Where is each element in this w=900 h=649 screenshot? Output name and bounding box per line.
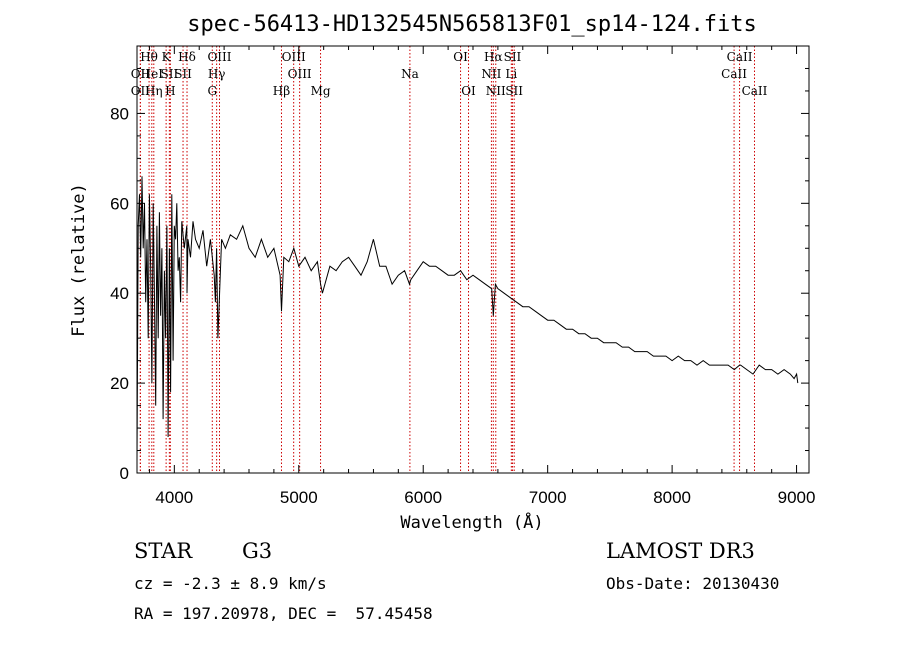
line-label-21: SII <box>504 50 522 64</box>
line-label-22: NII <box>481 67 501 81</box>
y-axis-ticks: 0 20 40 60 80 <box>110 67 809 483</box>
plot-frame <box>136 45 810 474</box>
line-label-1: Hθ <box>140 50 158 64</box>
line-label-3: HeI <box>141 67 164 81</box>
line-label-18: OI <box>453 50 468 64</box>
spectral-line-labels: OIIHθOIIHeIHηKSIIHHδSIIOIIIHγGOIIIOIIIHβ… <box>131 50 768 98</box>
line-label-16: Mg <box>311 84 331 98</box>
x-tick-label-1: 5000 <box>280 488 318 507</box>
line-label-23: Li <box>505 67 517 81</box>
line-label-13: OIII <box>282 50 306 64</box>
line-label-8: Hδ <box>178 50 196 64</box>
line-label-25: SII <box>505 84 523 98</box>
obs-date-text: Obs-Date: 20130430 <box>606 574 780 593</box>
y-axis-label: Flux (relative) <box>69 183 89 337</box>
y-tick-label-0: 0 <box>120 464 129 483</box>
object-subclass: G3 <box>242 539 273 563</box>
redshift-text: cz = -2.3 ± 8.9 km/s <box>134 574 327 593</box>
line-label-24: NII <box>486 84 506 98</box>
line-label-28: CaII <box>742 84 768 98</box>
x-axis-label: Wavelength (Å) <box>400 511 543 533</box>
line-label-11: Hγ <box>208 67 226 81</box>
x-tick-label-4: 8000 <box>653 488 691 507</box>
coordinates-text: RA = 197.20978, DEC = 57.45458 <box>134 604 433 623</box>
y-tick-label-1: 20 <box>110 374 129 393</box>
line-label-26: CaII <box>727 50 753 64</box>
x-axis-ticks: 4000 5000 6000 7000 8000 9000 <box>148 46 816 507</box>
line-label-6: SII <box>161 67 179 81</box>
x-tick-label-0: 4000 <box>155 488 193 507</box>
line-label-20: Hα <box>484 50 503 64</box>
line-label-14: OIII <box>288 67 312 81</box>
line-label-5: K <box>162 50 172 64</box>
line-label-19: OI <box>461 84 476 98</box>
spectrum-line <box>136 176 799 460</box>
object-class: STAR <box>134 539 193 563</box>
chart-title: spec-56413-HD132545N565813F01_sp14-124.f… <box>187 12 757 37</box>
line-label-12: G <box>207 84 217 98</box>
y-tick-label-2: 40 <box>110 284 129 303</box>
x-tick-label-5: 9000 <box>778 488 816 507</box>
line-label-7: H <box>165 84 175 98</box>
line-label-17: Na <box>401 67 419 81</box>
line-label-27: CaII <box>721 67 747 81</box>
y-tick-label-3: 60 <box>110 194 129 213</box>
line-label-10: OIII <box>207 50 231 64</box>
line-label-9: SII <box>174 67 192 81</box>
x-tick-label-2: 6000 <box>404 488 442 507</box>
survey-name: LAMOST DR3 <box>606 539 755 563</box>
y-tick-label-4: 80 <box>110 104 129 123</box>
spectral-line-markers <box>139 46 755 473</box>
line-label-4: Hη <box>145 84 163 98</box>
x-tick-label-3: 7000 <box>529 488 567 507</box>
line-label-0: OII <box>131 67 151 81</box>
line-label-15: Hβ <box>273 84 290 98</box>
